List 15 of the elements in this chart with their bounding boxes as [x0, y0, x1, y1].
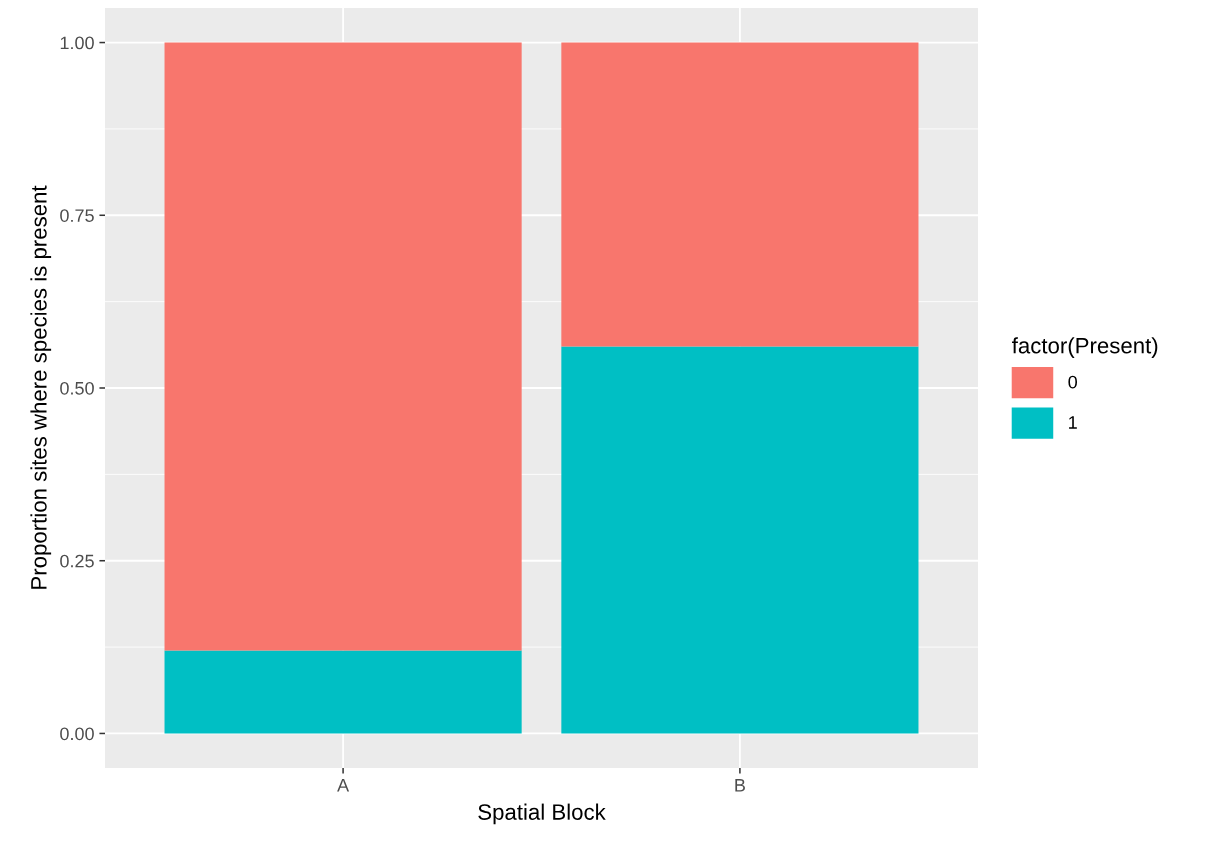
y-tick-label: 0.75	[60, 209, 94, 222]
y-tick-label: 0.00	[60, 727, 94, 741]
legend-label: 1	[1069, 416, 1077, 429]
x-tick-label: A	[337, 779, 350, 792]
legend-title: factor(Present)	[1012, 337, 1158, 358]
y-tick-label: 0.25	[60, 554, 94, 568]
bar	[561, 42, 919, 347]
y-tick-label: 0.50	[60, 381, 94, 395]
legend-label: 0	[1068, 375, 1078, 389]
y-tick-label: 1.00	[60, 36, 94, 50]
y-axis-title: Proportion sites where species is present	[30, 185, 52, 589]
bar	[561, 346, 919, 734]
x-tick-label: B	[735, 779, 745, 792]
bar	[164, 650, 522, 734]
x-axis-title: Spatial Block	[478, 803, 606, 825]
